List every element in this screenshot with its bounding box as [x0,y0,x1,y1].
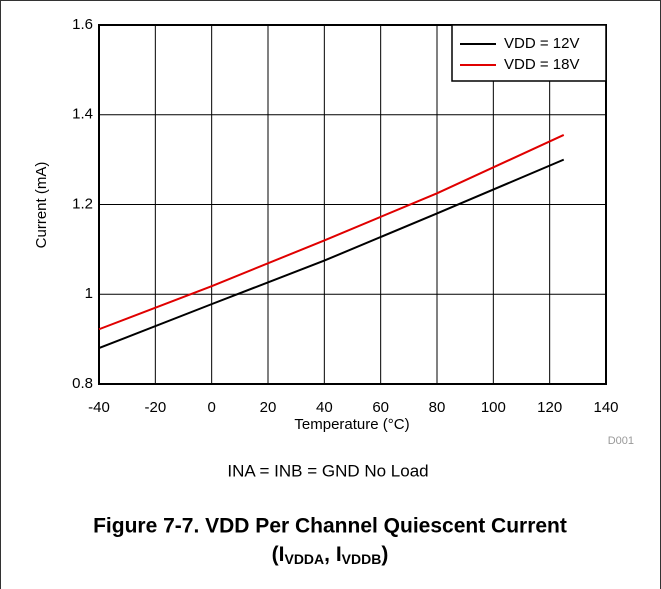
x-tick-label: 20 [260,399,277,416]
legend-label: VDD = 12V [504,35,579,52]
caption-part: (I [272,543,285,566]
x-tick-label: -20 [144,399,166,416]
note: INA = INB = GND No Load [227,461,428,480]
legend-label: VDD = 18V [504,56,579,73]
y-axis-label: Current (mA) [33,162,50,249]
x-tick-label: 80 [429,399,446,416]
x-tick-label: 0 [207,399,215,416]
caption-line2: (IVDDA, IVDDB) [272,543,389,567]
y-tick-label: 1 [85,285,93,302]
figure-code: D001 [608,435,634,447]
x-tick-label: 60 [372,399,389,416]
caption-part: ) [381,543,388,566]
y-tick-label: 1.4 [72,106,93,123]
y-tick-label: 1.6 [72,16,93,33]
series-line [98,134,565,331]
plot-border [98,24,607,385]
series-line [98,158,565,350]
x-tick-label: 100 [481,399,506,416]
caption-part: , I [324,543,342,566]
legend-box [451,24,607,82]
caption: Figure 7-7. VDD Per Channel Quiescent Cu… [93,515,567,538]
x-tick-label: 140 [593,399,618,416]
caption-sub: VDDA [284,551,324,567]
x-axis-label: Temperature (°C) [294,416,409,433]
caption-sub: VDDB [342,551,382,567]
x-tick-label: 40 [316,399,333,416]
x-tick-label: 120 [537,399,562,416]
y-tick-label: 0.8 [72,375,93,392]
y-tick-label: 1.2 [72,195,93,212]
x-tick-label: -40 [88,399,110,416]
